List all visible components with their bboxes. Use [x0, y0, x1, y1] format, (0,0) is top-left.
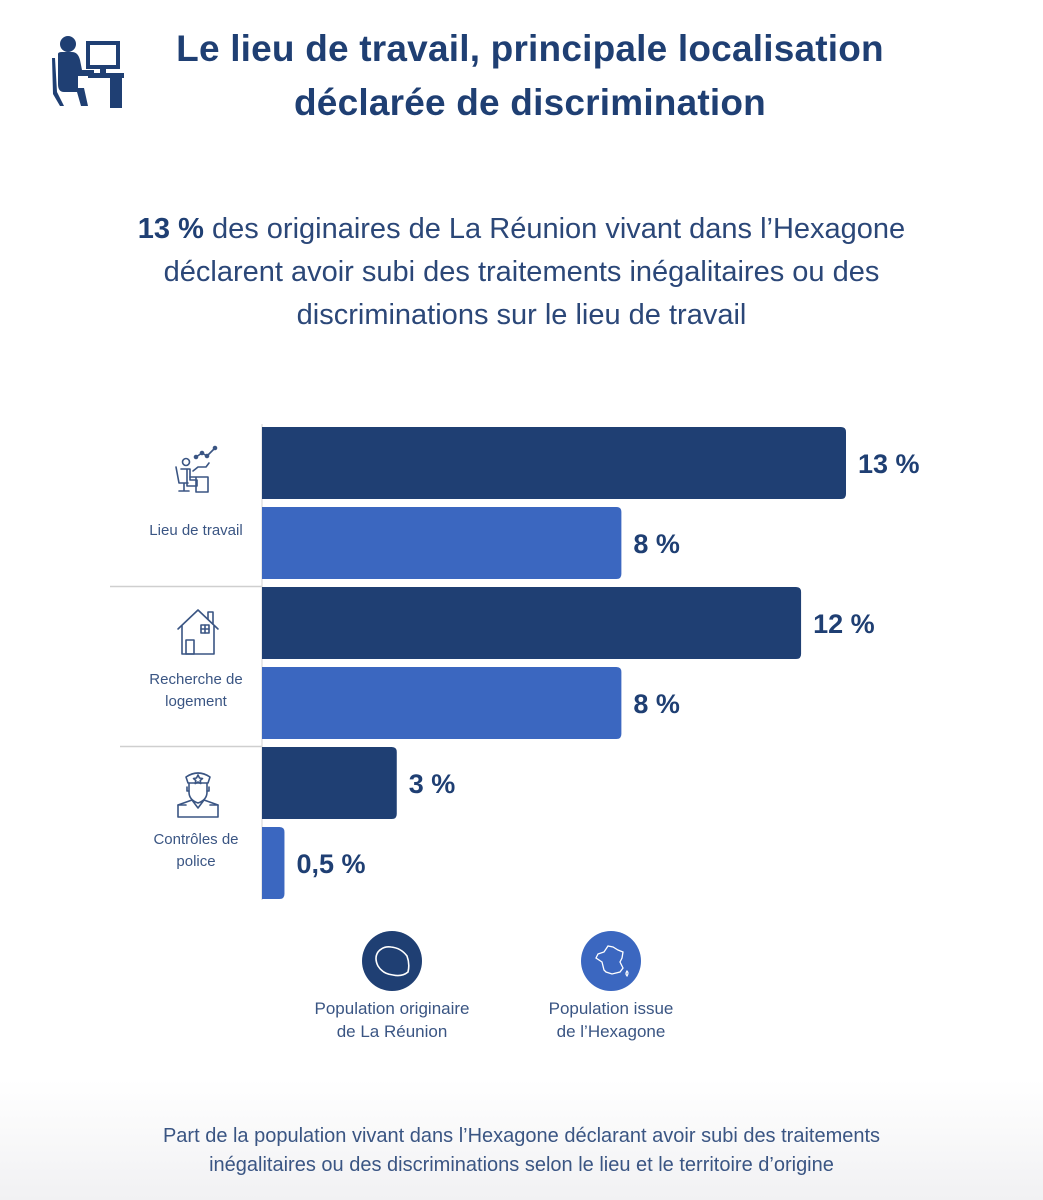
value-label: 13 % [858, 449, 920, 479]
bar [262, 827, 285, 899]
value-label: 8 % [633, 529, 680, 559]
subtitle-highlight: 13 % [137, 213, 204, 245]
france-map-icon [581, 931, 641, 991]
bar [262, 507, 622, 579]
legend-item-hexagone: Population issue de l’Hexagone [511, 930, 711, 1043]
category-label: police [176, 853, 215, 870]
title-line-2: déclarée de discrimination [294, 82, 766, 123]
subtitle-line-3: discriminations sur le lieu de travail [296, 299, 747, 331]
bar [262, 427, 846, 499]
legend-2-line-1: Population issue [548, 999, 674, 1018]
subtitle: 13 % des originaires de La Réunion vivan… [60, 208, 983, 337]
category-label: Contrôles de [153, 831, 238, 848]
legend-item-reunion: Population originaire de La Réunion [292, 930, 492, 1043]
category-label: Lieu de travail [149, 522, 242, 539]
office-worker-icon [175, 445, 218, 493]
house-icon [177, 609, 219, 655]
bar [262, 747, 397, 819]
title-line-1: Le lieu de travail, principale localisat… [176, 28, 884, 69]
subtitle-line-1: 13 % des originaires de La Réunion vivan… [60, 208, 983, 251]
police-officer-icon [177, 772, 219, 818]
category-label: logement [165, 693, 228, 710]
legend-2-line-2: de l’Hexagone [556, 1022, 666, 1041]
value-label: 8 % [633, 689, 680, 719]
value-label: 12 % [813, 609, 875, 639]
subtitle-line-2: déclarent avoir subi des traitements iné… [163, 256, 880, 288]
value-label: 3 % [409, 769, 456, 799]
person-at-computer-icon [52, 36, 124, 108]
caption-line-2: inégalitaires ou des discriminations sel… [209, 1154, 834, 1176]
page-title: Le lieu de travail, principale localisat… [130, 22, 930, 130]
bar [262, 667, 622, 739]
reunion-island-icon [362, 931, 422, 991]
legend-1-line-1: Population originaire [314, 999, 470, 1018]
legend-1-line-2: de La Réunion [336, 1022, 448, 1041]
value-label: 0,5 % [296, 849, 365, 879]
category-label: Recherche de [149, 671, 242, 688]
subtitle-line-1-rest: des originaires de La Réunion vivant dan… [203, 213, 906, 245]
bar [262, 587, 802, 659]
bar-chart: Lieu de travail Recherche de logement Contr… [110, 424, 920, 900]
chart-caption: Part de la population vivant dans l’Hexa… [40, 1122, 1003, 1180]
caption-line-1: Part de la population vivant dans l’Hexa… [162, 1125, 881, 1147]
